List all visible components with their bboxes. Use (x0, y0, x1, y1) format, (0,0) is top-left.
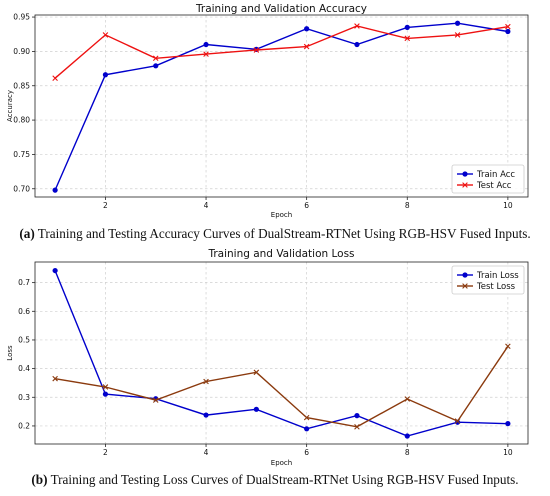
train-acc-point (153, 63, 159, 69)
test-loss-point (203, 378, 209, 385)
test-loss-point (354, 424, 360, 430)
caption-a-label: (a) (19, 226, 35, 241)
acc-x-axis-label: Epoch (271, 211, 292, 219)
test-acc-legend-label: Test Acc (476, 181, 512, 191)
loss-ytick-label: 0.6 (18, 307, 30, 316)
loss-ytick-label: 0.3 (18, 393, 30, 402)
loss-legend-box (451, 265, 525, 295)
train-loss-point (354, 413, 360, 419)
acc-ytick-label: 0.85 (13, 81, 30, 90)
acc-y-axis-label: Accuracy (6, 90, 14, 122)
train-loss-legend-label: Train Loss (476, 271, 519, 281)
acc-xtick-label: 8 (405, 201, 410, 210)
train-loss-line (54, 270, 508, 437)
train-acc-legend-label: Train Acc (476, 170, 515, 180)
train-loss-point (505, 421, 511, 427)
loss-chart: 0.2 0.3 0.4 0.5 0.6 0.7 2 4 6 8 10 Training and Val… (6, 248, 529, 467)
train-acc-point (203, 41, 209, 48)
test-loss-line (54, 345, 509, 428)
acc-legend-box (451, 164, 525, 194)
loss-y-axis-label: Loss (6, 345, 14, 361)
test-loss-point (505, 343, 511, 350)
test-acc-point (152, 55, 159, 62)
test-loss-legend-label: Test Loss (476, 282, 516, 292)
train-acc-point (354, 41, 360, 48)
acc-chart-title: Training and Validation Accuracy (195, 3, 367, 15)
test-acc-point (505, 23, 511, 30)
test-loss-point (152, 397, 159, 403)
test-acc-point (404, 35, 411, 42)
acc-xtick-label: 6 (304, 201, 309, 210)
caption-b-label: (b) (31, 472, 48, 487)
loss-plot-frame (34, 261, 529, 445)
acc-xtick-label: 10 (503, 201, 513, 210)
acc-ytick-label: 0.75 (13, 150, 30, 159)
caption-a-text: Training and Testing Accuracy Curves of … (34, 226, 531, 241)
caption-b: (b) Training and Testing Loss Curves of … (0, 472, 550, 488)
test-acc-point (454, 32, 461, 38)
test-acc-point (354, 23, 360, 29)
loss-chart-title: Training and Validation Loss (207, 248, 354, 260)
test-loss-point (52, 375, 58, 382)
loss-ytick-label: 0.4 (18, 364, 30, 373)
loss-xtick-label: 6 (304, 448, 309, 457)
train-acc-point (52, 187, 58, 193)
acc-xtick-label: 2 (103, 201, 108, 210)
train-acc-point (404, 24, 410, 30)
test-loss-point (102, 384, 109, 390)
acc-plot-frame (34, 14, 529, 198)
acc-ytick-label: 0.70 (13, 184, 30, 193)
acc-ytick-label: 0.95 (13, 13, 30, 22)
loss-xtick-label: 4 (204, 448, 209, 457)
train-loss-point (52, 267, 58, 274)
train-acc-legend-marker (462, 171, 468, 177)
train-loss-point (102, 391, 109, 397)
test-loss-point (404, 396, 411, 402)
acc-xtick-label: 4 (204, 201, 209, 210)
test-acc-line (54, 25, 509, 79)
train-acc-point (102, 72, 109, 78)
test-loss-point (303, 414, 310, 421)
train-acc-point (454, 20, 461, 26)
acc-chart: 0.70 0.75 0.80 0.85 0.90 0.95 2 4 6 8 10 Training a… (6, 3, 529, 219)
loss-ytick-label: 0.7 (18, 278, 30, 287)
test-acc-point (52, 75, 58, 81)
train-loss-point (253, 406, 259, 412)
test-acc-point (203, 51, 209, 57)
loss-ytick-label: 0.2 (18, 422, 30, 431)
test-acc-legend-marker (462, 182, 468, 188)
train-acc-point (505, 28, 511, 35)
train-loss-point (304, 426, 310, 432)
acc-ytick-label: 0.90 (13, 47, 30, 56)
loss-xtick-label: 8 (405, 448, 410, 457)
loss-xtick-label: 10 (503, 448, 513, 457)
train-acc-line (54, 22, 509, 191)
train-acc-point (304, 26, 310, 32)
train-loss-legend-marker (462, 272, 468, 278)
test-loss-legend-marker (462, 283, 468, 289)
test-loss-point (454, 418, 461, 424)
caption-a: (a) Training and Testing Accuracy Curves… (0, 226, 550, 242)
train-loss-point (203, 412, 209, 418)
loss-ytick-label: 0.5 (18, 336, 30, 345)
test-acc-point (253, 47, 260, 53)
loss-xtick-label: 2 (103, 448, 108, 457)
caption-b-text: Training and Testing Loss Curves of Dual… (47, 472, 519, 487)
test-acc-point (303, 43, 310, 50)
test-loss-point (253, 369, 260, 376)
acc-ytick-label: 0.80 (13, 116, 30, 125)
loss-x-axis-label: Epoch (271, 459, 292, 467)
test-acc-point (102, 32, 109, 38)
train-loss-point (404, 433, 410, 439)
